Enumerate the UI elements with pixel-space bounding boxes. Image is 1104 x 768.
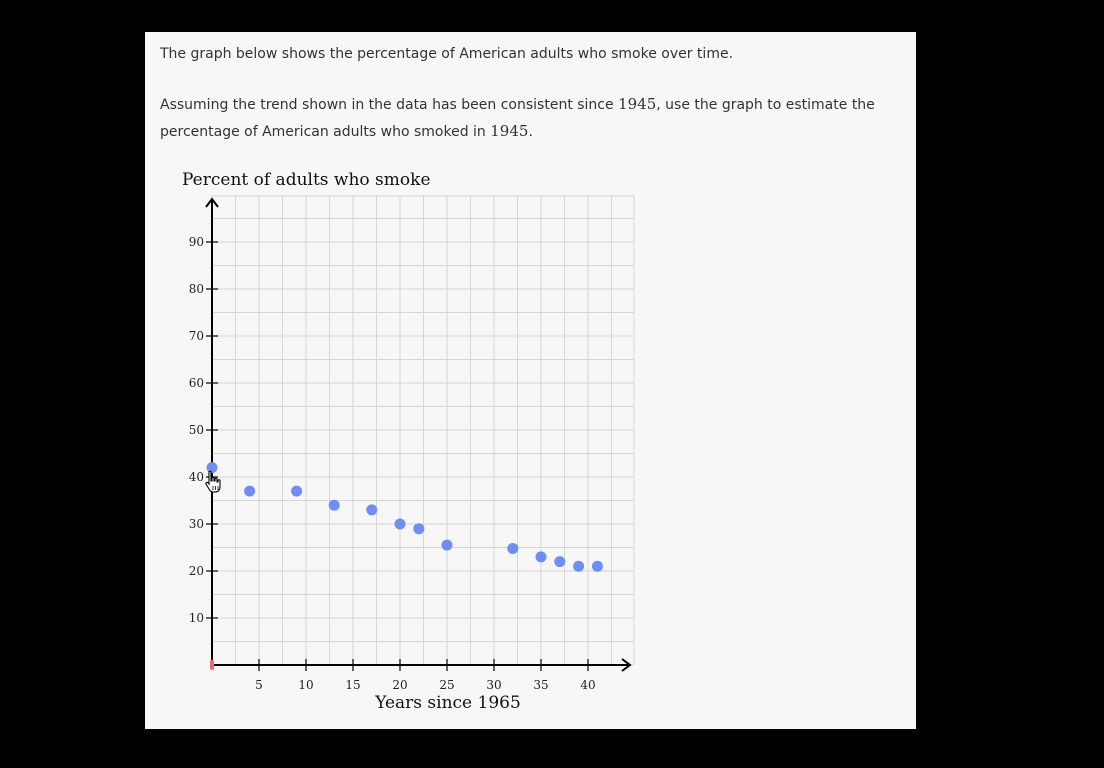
prompt-line-1: The graph below shows the percentage of …	[160, 46, 734, 62]
data-point	[244, 485, 256, 497]
x-axis-arrow	[621, 658, 632, 672]
prompt-text-c: .	[528, 124, 533, 140]
x-tick-label: 10	[298, 678, 313, 692]
data-point	[441, 539, 453, 551]
question-card: The graph below shows the percentage of …	[145, 32, 916, 729]
prompt-text-b: , use the graph to estimate the percenta…	[160, 97, 875, 140]
data-point	[366, 504, 378, 516]
origin-marker-icon	[210, 660, 214, 670]
data-points	[206, 462, 603, 572]
y-tick-label: 80	[189, 282, 204, 296]
chart-grid	[211, 195, 635, 666]
data-point	[573, 560, 585, 572]
data-point	[394, 518, 406, 530]
x-tick-label: 30	[486, 678, 501, 692]
data-point	[291, 485, 303, 497]
x-tick-label: 20	[392, 678, 407, 692]
y-tick-label: 10	[189, 611, 204, 625]
y-tick-label: 20	[189, 564, 204, 578]
data-point	[206, 462, 218, 474]
x-axis-label: Years since 1965	[374, 693, 521, 713]
prompt-text-a: Assuming the trend shown in the data has…	[160, 97, 619, 113]
x-tick-label: 35	[533, 678, 548, 692]
chart-ticks: 5 10 15 20 25 30 35 40 10 20 30 40 50 60 70 80 90	[189, 235, 596, 692]
data-point	[507, 542, 519, 554]
hand-pointer-icon	[205, 470, 221, 493]
y-tick-label: 90	[189, 235, 204, 249]
y-tick-label: 30	[189, 517, 204, 531]
y-axis-arrow	[205, 197, 219, 208]
chart-title: Percent of adults who smoke	[182, 170, 431, 190]
x-tick-label: 15	[345, 678, 360, 692]
prompt-year-2: 1945	[490, 122, 529, 140]
data-point	[554, 556, 566, 568]
data-point	[328, 499, 340, 511]
y-tick-label: 60	[189, 376, 204, 390]
y-tick-label: 50	[189, 423, 204, 437]
chart-axes	[205, 197, 632, 672]
data-point	[413, 523, 425, 535]
x-tick-label: 40	[580, 678, 595, 692]
data-point	[591, 560, 603, 572]
y-tick-label: 70	[189, 329, 204, 343]
x-tick-label: 5	[255, 678, 263, 692]
data-point	[535, 551, 547, 563]
prompt-year-1: 1945	[618, 95, 657, 113]
y-tick-label: 40	[189, 470, 204, 484]
x-tick-label: 25	[439, 678, 454, 692]
prompt-line-2: Assuming the trend shown in the data has…	[160, 91, 910, 145]
